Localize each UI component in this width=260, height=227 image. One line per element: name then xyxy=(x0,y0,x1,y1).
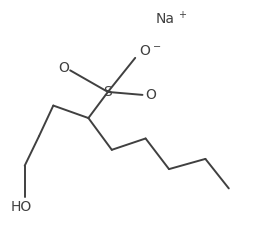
Text: O: O xyxy=(139,44,150,58)
Text: HO: HO xyxy=(10,200,32,214)
Text: +: + xyxy=(178,10,186,20)
Text: Na: Na xyxy=(155,12,175,26)
Text: −: − xyxy=(153,42,161,52)
Text: O: O xyxy=(145,88,156,102)
Text: S: S xyxy=(103,85,112,99)
Text: O: O xyxy=(58,61,69,75)
